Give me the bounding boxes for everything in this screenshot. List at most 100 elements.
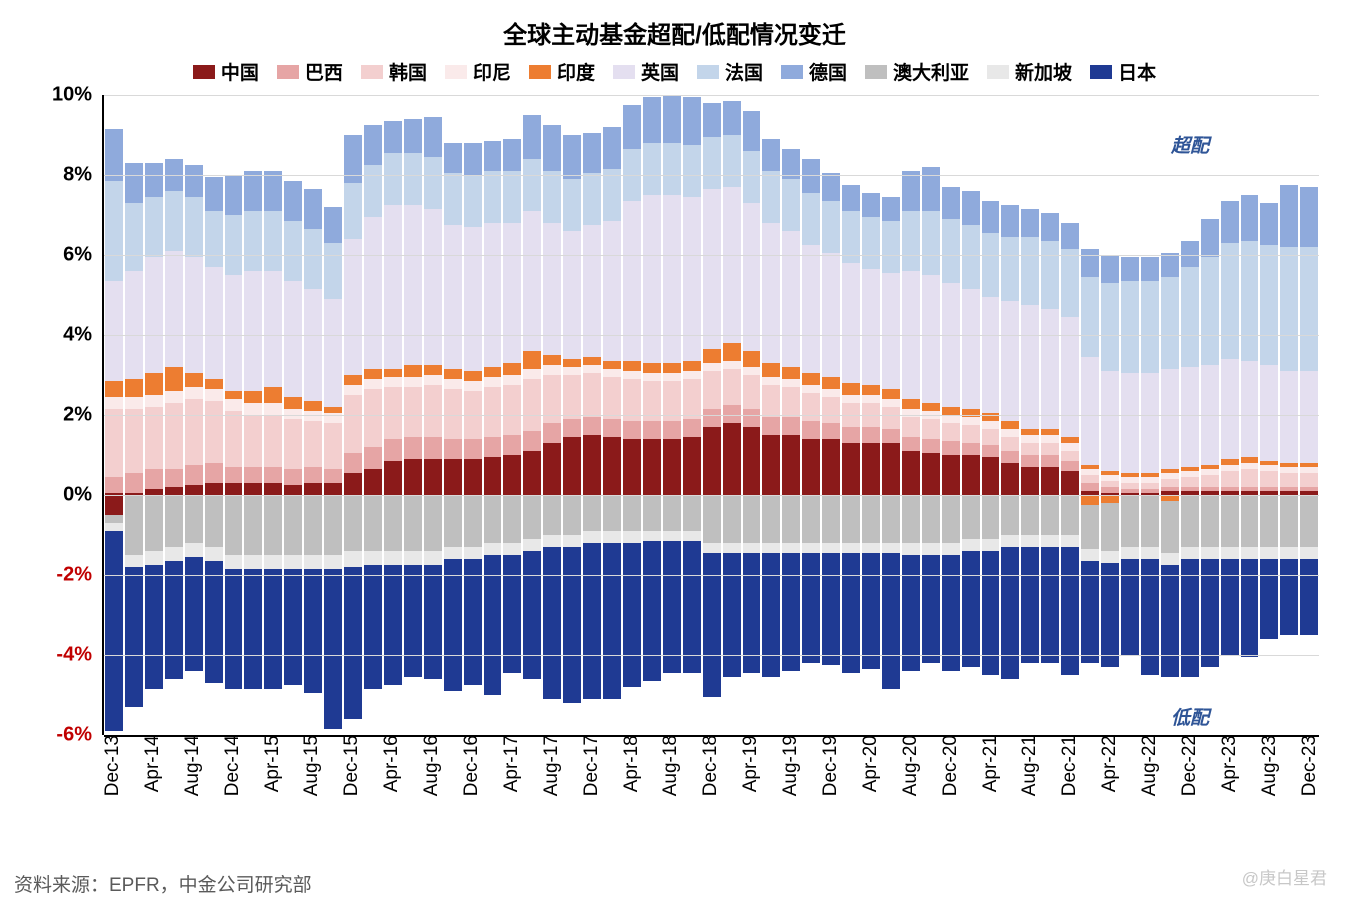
- bar-segment: [244, 483, 262, 495]
- legend-item: 日本: [1090, 58, 1156, 85]
- bar-segment: [623, 361, 641, 371]
- bar-segment: [762, 377, 780, 385]
- bar-segment: [105, 381, 123, 397]
- bar-segment: [1001, 463, 1019, 495]
- bar-segment: [1241, 487, 1259, 491]
- bar-segment: [244, 211, 262, 271]
- bar-segment: [1061, 443, 1079, 451]
- bar-segment: [1161, 469, 1179, 473]
- bar-segment: [922, 555, 940, 663]
- bar-segment: [543, 423, 561, 443]
- plot-area: 超配 低配: [102, 95, 1319, 735]
- bar-segment: [782, 435, 800, 495]
- bar-segment: [603, 377, 621, 419]
- bar-segment: [404, 387, 422, 437]
- bar-segment: [1201, 469, 1219, 475]
- bar-segment: [205, 379, 223, 389]
- bar-segment: [205, 547, 223, 561]
- bar-segment: [225, 569, 243, 689]
- bar-segment: [105, 409, 123, 477]
- bar-segment: [523, 351, 541, 369]
- bar-segment: [145, 407, 163, 469]
- bar-segment: [723, 553, 741, 677]
- bar-segment: [1101, 471, 1119, 475]
- legend-item: 法国: [697, 58, 763, 85]
- bar-segment: [882, 407, 900, 429]
- bar-segment: [723, 101, 741, 135]
- bar-segment: [145, 197, 163, 257]
- bar-segment: [1241, 495, 1259, 547]
- bar-segment: [1001, 547, 1019, 679]
- bar-segment: [643, 531, 661, 541]
- bar-segment: [1181, 471, 1199, 477]
- bar-segment: [344, 239, 362, 375]
- bar-segment: [125, 203, 143, 271]
- bar-segment: [922, 211, 940, 275]
- bar-segment: [623, 495, 641, 531]
- bar-segment: [1300, 247, 1318, 371]
- legend-label: 印尼: [473, 58, 511, 85]
- bar-segment: [743, 151, 761, 203]
- bar-segment: [304, 411, 322, 421]
- bar-segment: [125, 473, 143, 493]
- x-tick-label: Aug-14: [182, 735, 222, 800]
- bar-segment: [643, 373, 661, 381]
- bar-segment: [922, 167, 940, 211]
- bar-segment: [105, 531, 123, 731]
- bar-segment: [1181, 477, 1199, 487]
- bar-segment: [185, 399, 203, 465]
- bar-segment: [663, 531, 681, 541]
- bar-segment: [962, 443, 980, 455]
- bar-segment: [603, 361, 621, 369]
- bar-segment: [1121, 559, 1139, 655]
- bar-segment: [762, 363, 780, 377]
- y-tick-label: -6%: [56, 724, 92, 747]
- bar-segment: [1201, 487, 1219, 491]
- bar-segment: [284, 569, 302, 685]
- bar-segment: [284, 397, 302, 409]
- bar-segment: [1241, 469, 1259, 487]
- bar-segment: [503, 435, 521, 455]
- bar-segment: [1241, 361, 1259, 457]
- bar-segment: [1141, 483, 1159, 489]
- bar-segment: [922, 275, 940, 403]
- bar-segment: [424, 375, 442, 385]
- bar-segment: [942, 495, 960, 543]
- bar-segment: [523, 451, 541, 495]
- x-tick-label: Apr-17: [501, 735, 541, 800]
- bar-segment: [762, 435, 780, 495]
- bar-segment: [663, 495, 681, 531]
- bar-segment: [165, 391, 183, 403]
- legend-label: 印度: [557, 58, 595, 85]
- legend-item: 巴西: [277, 58, 343, 85]
- bar-segment: [1280, 467, 1298, 473]
- bar-segment: [1280, 463, 1298, 467]
- bar-segment: [802, 421, 820, 439]
- bar-segment: [105, 523, 123, 531]
- bar-segment: [1121, 473, 1139, 477]
- bar-segment: [743, 351, 761, 367]
- legend-label: 英国: [641, 58, 679, 85]
- bar-segment: [1121, 257, 1139, 281]
- bar-segment: [1081, 495, 1099, 505]
- bar-segment: [264, 387, 282, 403]
- bar-segment: [862, 193, 880, 217]
- bar-segment: [1221, 495, 1239, 547]
- bar-segment: [404, 153, 422, 205]
- bar-segment: [942, 555, 960, 671]
- bar-segment: [683, 97, 701, 145]
- bar-segment: [922, 453, 940, 495]
- bar-segment: [1041, 455, 1059, 467]
- bar-segment: [583, 357, 601, 365]
- x-tick-label: Dec-22: [1179, 735, 1219, 800]
- bar-segment: [902, 555, 920, 671]
- bar-segment: [802, 393, 820, 421]
- legend-swatch: [865, 65, 887, 79]
- legend-swatch: [1090, 65, 1112, 79]
- bar-segment: [284, 469, 302, 485]
- bar-segment: [384, 121, 402, 153]
- bar-segment: [1141, 559, 1159, 675]
- bar-segment: [762, 223, 780, 363]
- bar-segment: [165, 561, 183, 679]
- bar-segment: [563, 135, 581, 179]
